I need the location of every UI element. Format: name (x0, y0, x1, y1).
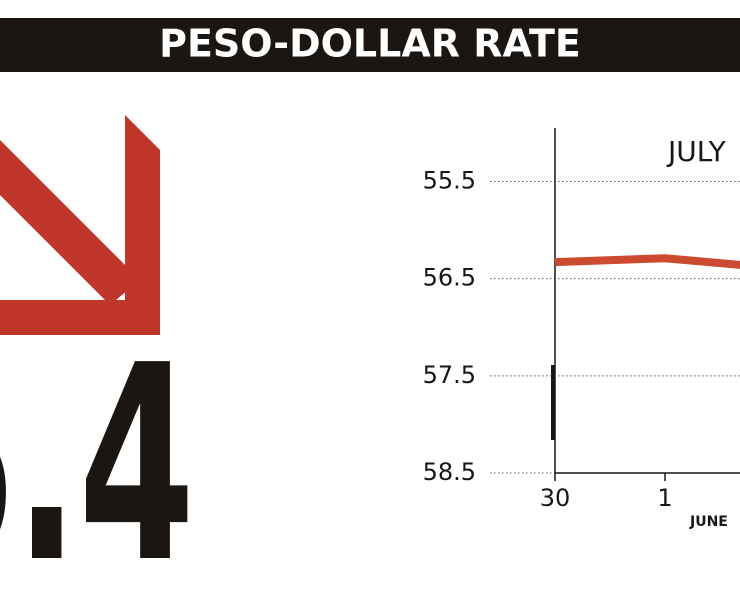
axis-accent (551, 365, 555, 440)
x-tick-label: 30 (540, 484, 571, 512)
top-label: JULY (666, 135, 727, 168)
bottom-label: JUNE (689, 514, 728, 530)
y-tick-label: 58.5 (423, 458, 476, 486)
x-tick-label: 1 (657, 484, 672, 512)
title: PESO-DOLLAR RATE (159, 22, 581, 66)
down-arrow (0, 115, 160, 335)
headline-value: 56.4 (0, 307, 195, 600)
title-bar (0, 18, 740, 72)
data-line (554, 254, 740, 269)
y-tick-label: 57.5 (423, 361, 476, 389)
y-tick-label: 55.5 (423, 166, 476, 194)
y-tick-label: 56.5 (423, 264, 476, 292)
